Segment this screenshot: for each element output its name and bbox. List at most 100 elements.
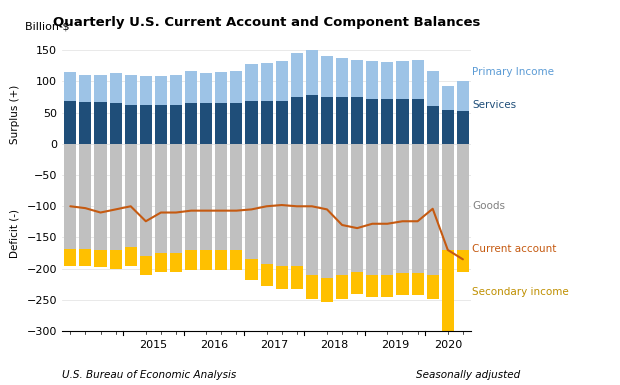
Bar — [64, 249, 76, 266]
Bar — [170, 144, 182, 253]
Text: Billion $: Billion $ — [25, 22, 69, 32]
Bar — [366, 275, 378, 297]
Bar — [291, 97, 303, 144]
Bar — [351, 272, 363, 294]
Bar — [94, 250, 107, 268]
Bar — [260, 264, 273, 286]
Bar — [276, 144, 288, 266]
Bar — [306, 144, 318, 275]
Text: Goods: Goods — [472, 201, 505, 211]
Bar — [215, 144, 228, 250]
Bar — [246, 259, 257, 280]
Bar — [231, 144, 242, 250]
Text: Seasonally adjusted: Seasonally adjusted — [416, 370, 520, 380]
Bar — [427, 275, 439, 299]
Bar — [110, 74, 122, 103]
Bar — [125, 247, 137, 266]
Bar — [366, 144, 378, 275]
Bar — [321, 144, 333, 278]
Bar — [260, 101, 273, 144]
Bar — [306, 95, 318, 144]
Bar — [276, 101, 288, 144]
Text: Current account: Current account — [472, 244, 556, 254]
Bar — [351, 144, 363, 272]
Bar — [170, 75, 182, 105]
Bar — [381, 144, 394, 275]
Bar — [140, 76, 152, 105]
Bar — [200, 103, 212, 144]
Bar — [94, 75, 107, 102]
Text: Services: Services — [472, 100, 516, 110]
Bar — [200, 250, 212, 270]
Bar — [396, 144, 409, 273]
Bar — [79, 144, 91, 249]
Bar — [412, 144, 423, 273]
Bar — [155, 253, 167, 272]
Bar — [140, 144, 152, 256]
Bar — [336, 58, 348, 97]
Bar — [306, 275, 318, 299]
Bar — [185, 144, 197, 250]
Text: Secondary income: Secondary income — [472, 288, 569, 297]
Text: 2020: 2020 — [433, 340, 462, 350]
Bar — [140, 105, 152, 144]
Bar — [246, 144, 257, 259]
Bar — [246, 64, 257, 101]
Text: Surplus (+): Surplus (+) — [10, 85, 20, 144]
Bar — [291, 54, 303, 97]
Bar — [170, 253, 182, 272]
Bar — [412, 60, 423, 99]
Bar — [351, 97, 363, 144]
Bar — [442, 110, 454, 144]
Bar — [427, 72, 439, 106]
Bar — [94, 102, 107, 144]
Bar — [366, 61, 378, 99]
Bar — [260, 63, 273, 101]
Text: 2019: 2019 — [381, 340, 409, 350]
Bar — [306, 50, 318, 95]
Bar — [110, 103, 122, 144]
Bar — [231, 103, 242, 144]
Bar — [351, 60, 363, 97]
Text: 2015: 2015 — [140, 340, 167, 350]
Bar — [366, 99, 378, 144]
Bar — [200, 73, 212, 103]
Text: U.S. Bureau of Economic Analysis: U.S. Bureau of Economic Analysis — [62, 370, 236, 380]
Bar — [381, 275, 394, 297]
Bar — [457, 144, 469, 250]
Text: 2016: 2016 — [200, 340, 228, 350]
Text: Primary Income: Primary Income — [472, 67, 554, 77]
Bar — [336, 275, 348, 299]
Bar — [396, 99, 409, 144]
Bar — [321, 97, 333, 144]
Bar — [79, 102, 91, 144]
Bar — [381, 62, 394, 99]
Bar — [79, 75, 91, 102]
Bar — [442, 144, 454, 250]
Bar — [457, 111, 469, 144]
Bar — [457, 250, 469, 272]
Bar — [155, 76, 167, 105]
Bar — [200, 144, 212, 250]
Bar — [412, 273, 423, 295]
Bar — [170, 105, 182, 144]
Bar — [291, 266, 303, 289]
Bar — [246, 101, 257, 144]
Bar — [396, 273, 409, 295]
Bar — [185, 250, 197, 270]
Bar — [215, 103, 228, 144]
Bar — [336, 144, 348, 275]
Bar — [231, 250, 242, 270]
Bar — [457, 82, 469, 111]
Bar — [412, 99, 423, 144]
Bar — [396, 62, 409, 99]
Text: 2017: 2017 — [260, 340, 288, 350]
Bar — [291, 144, 303, 266]
Bar — [381, 99, 394, 144]
Bar — [64, 72, 76, 101]
Bar — [110, 144, 122, 250]
Bar — [427, 106, 439, 144]
Bar — [125, 105, 137, 144]
Bar — [276, 266, 288, 289]
Bar — [110, 250, 122, 269]
